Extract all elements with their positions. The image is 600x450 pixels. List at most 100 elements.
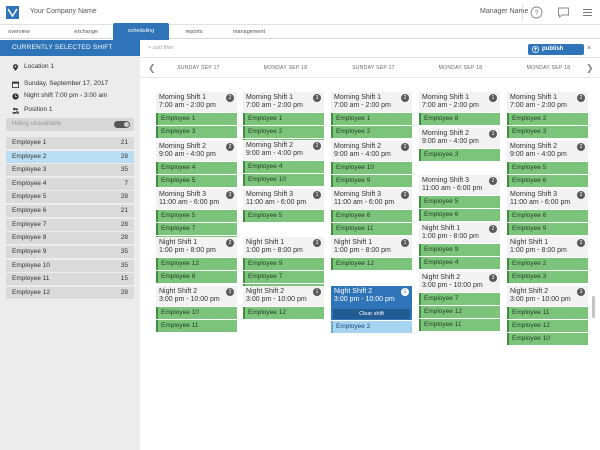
assigned-employee[interactable]: Employee 12 [419,306,500,318]
shift-header[interactable]: Night Shift 2 3:00 pm - 10:00 pm 3 [419,272,500,292]
shift-header[interactable]: Morning Shift 2 9:00 am - 4:00 pm 2 [156,141,237,161]
assigned-employee[interactable]: Employee 3 [507,271,588,283]
assigned-employee[interactable]: Employee 9 [507,223,588,235]
employee-list-item[interactable]: Employee 10 35 [6,260,134,272]
help-icon[interactable]: ? [530,6,543,19]
assigned-employee[interactable]: Employee 11 [507,307,588,319]
assigned-employee[interactable]: Employee 2 [331,321,412,333]
shift-header[interactable]: Morning Shift 2 9:00 am - 4:00 pm 2 [243,140,324,160]
assigned-employee[interactable]: Employee 5 [156,210,237,222]
assigned-employee[interactable]: Employee 5 [507,162,588,174]
shift-header[interactable]: Morning Shift 3 11:00 am - 6:00 pm 2 [507,189,588,209]
employee-list-item[interactable]: Employee 6 21 [6,205,134,217]
assigned-employee[interactable]: Employee 8 [156,271,237,283]
assigned-employee[interactable]: Employee 11 [331,223,412,235]
tab-exchange[interactable]: exchange [74,29,98,35]
assigned-employee[interactable]: Employee 6 [419,209,500,221]
assigned-employee[interactable]: Employee 9 [331,175,412,187]
shift-header[interactable]: Night Shift 1 1:00 pm - 8:00 pm 2 [156,237,237,257]
logo-icon[interactable] [6,6,19,19]
close-icon[interactable]: × [587,45,592,52]
chat-icon[interactable] [557,6,570,19]
assigned-employee[interactable]: Employee 2 [507,113,588,125]
employee-list-item[interactable]: Employee 7 28 [6,219,134,231]
shift-header[interactable]: Morning Shift 2 9:00 am - 4:00 pm 1 [419,128,500,148]
assigned-employee[interactable]: Employee 7 [243,271,324,283]
tab-overview[interactable]: overview [8,29,30,35]
assigned-employee[interactable]: Employee 5 [243,210,324,222]
employee-list-item[interactable]: Employee 12 28 [6,287,134,299]
tab-scheduling[interactable]: scheduling [113,23,169,40]
assigned-employee[interactable]: Employee 12 [243,307,324,319]
assigned-employee[interactable]: Employee 5 [156,175,237,187]
shift-header[interactable]: Morning Shift 3 11:00 am - 6:00 pm 2 [419,175,500,195]
assigned-employee[interactable]: Employee 7 [419,293,500,305]
assigned-employee[interactable]: Employee 5 [419,196,500,208]
menu-icon[interactable] [581,6,594,19]
assigned-employee[interactable]: Employee 2 [507,258,588,270]
assigned-employee[interactable]: Employee 1 [243,113,324,125]
clear-shift-button[interactable]: Clear shift [333,309,410,319]
assigned-employee[interactable]: Employee 7 [156,223,237,235]
assigned-employee[interactable]: Employee 12 [507,320,588,332]
shift-header[interactable]: Morning Shift 1 7:00 am - 2:00 pm 1 [419,92,500,112]
assigned-employee[interactable]: Employee 11 [156,320,237,332]
assigned-employee[interactable]: Employee 6 [507,175,588,187]
shift-header[interactable]: Night Shift 2 3:00 pm - 10:00 pm 1 [243,286,324,306]
assigned-employee[interactable]: Employee 12 [331,258,412,270]
add-filter-button[interactable]: + add filter [148,45,174,51]
assigned-employee[interactable]: Employee 10 [243,174,324,186]
assigned-employee[interactable]: Employee 3 [507,126,588,138]
shift-header[interactable]: Night Shift 2 3:00 pm - 10:00 pm 1 [331,286,412,308]
scrollbar[interactable] [592,296,595,318]
assigned-employee[interactable]: Employee 4 [243,161,324,173]
assigned-employee[interactable]: Employee 3 [419,149,500,161]
assigned-employee[interactable]: Employee 1 [156,113,237,125]
shift-header[interactable]: Night Shift 1 1:00 pm - 8:00 pm 3 [243,237,324,257]
assigned-employee[interactable]: Employee 1 [331,113,412,125]
assigned-employee[interactable]: Employee 10 [507,333,588,345]
assigned-employee[interactable]: Employee 6 [331,210,412,222]
shift-header[interactable]: Night Shift 1 1:00 pm - 8:00 pm 2 [419,223,500,243]
assigned-employee[interactable]: Employee 9 [243,258,324,270]
shift-header[interactable]: Morning Shift 3 11:00 am - 6:00 pm 1 [243,189,324,209]
shift-header[interactable]: Morning Shift 1 7:00 am - 2:00 pm 3 [243,92,324,112]
shift-header[interactable]: Morning Shift 2 9:00 am - 4:00 pm 2 [507,141,588,161]
hiding-unavailable-toggle[interactable] [114,121,130,128]
shift-header[interactable]: Morning Shift 1 7:00 am - 2:00 pm 2 [331,92,412,112]
employee-list-item[interactable]: Employee 11 15 [6,273,134,285]
assigned-employee[interactable]: Employee 2 [331,126,412,138]
assigned-employee[interactable]: Employee 12 [156,258,237,270]
assigned-employee[interactable]: Employee 11 [419,319,500,331]
shift-header[interactable]: Night Shift 2 3:00 pm - 10:00 pm 3 [507,286,588,306]
assigned-employee[interactable]: Employee 10 [156,307,237,319]
tab-reports[interactable]: reports [185,29,203,35]
shift-header[interactable]: Night Shift 1 1:00 pm - 8:00 pm 2 [507,237,588,257]
shift-header[interactable]: Night Shift 2 3:00 pm - 10:00 pm 2 [156,286,237,306]
assigned-employee[interactable]: Employee 10 [331,162,412,174]
employee-list-item[interactable]: Employee 3 35 [6,164,134,176]
employee-list-item[interactable]: Employee 8 28 [6,232,134,244]
employee-list-item[interactable]: Employee 1 21 [6,137,134,149]
assigned-employee[interactable]: Employee 2 [243,126,324,138]
manager-name[interactable]: Manager Name [480,8,529,15]
shift-header[interactable]: Morning Shift 1 7:00 am - 2:00 pm 2 [507,92,588,112]
shift-header[interactable]: Morning Shift 1 7:00 am - 2:00 pm 2 [156,92,237,112]
employee-list-item[interactable]: Employee 4 7 [6,178,134,190]
assigned-employee[interactable]: Employee 3 [156,126,237,138]
tab-management[interactable]: management [232,29,266,35]
assigned-employee[interactable]: Employee 4 [419,257,500,269]
chevron-right-icon[interactable]: ❯ [586,63,594,73]
assigned-employee[interactable]: Employee 4 [156,162,237,174]
shift-header[interactable]: Night Shift 1 1:00 pm - 8:00 pm 1 [331,237,412,257]
publish-changes-button[interactable]: publish changes [528,44,584,63]
employee-list-item[interactable]: Employee 5 28 [6,191,134,203]
employee-list-item[interactable]: Employee 2 28 [6,151,134,163]
assigned-employee[interactable]: Employee 9 [419,244,500,256]
shift-header[interactable]: Morning Shift 3 11:00 am - 6:00 pm 3 [156,189,237,209]
chevron-left-icon[interactable]: ❮ [148,63,156,73]
shift-header[interactable]: Morning Shift 3 11:00 am - 6:00 pm 2 [331,189,412,209]
assigned-employee[interactable]: Employee 8 [419,113,500,125]
assigned-employee[interactable]: Employee 6 [507,210,588,222]
shift-header[interactable]: Morning Shift 2 9:00 am - 4:00 pm 2 [331,141,412,161]
